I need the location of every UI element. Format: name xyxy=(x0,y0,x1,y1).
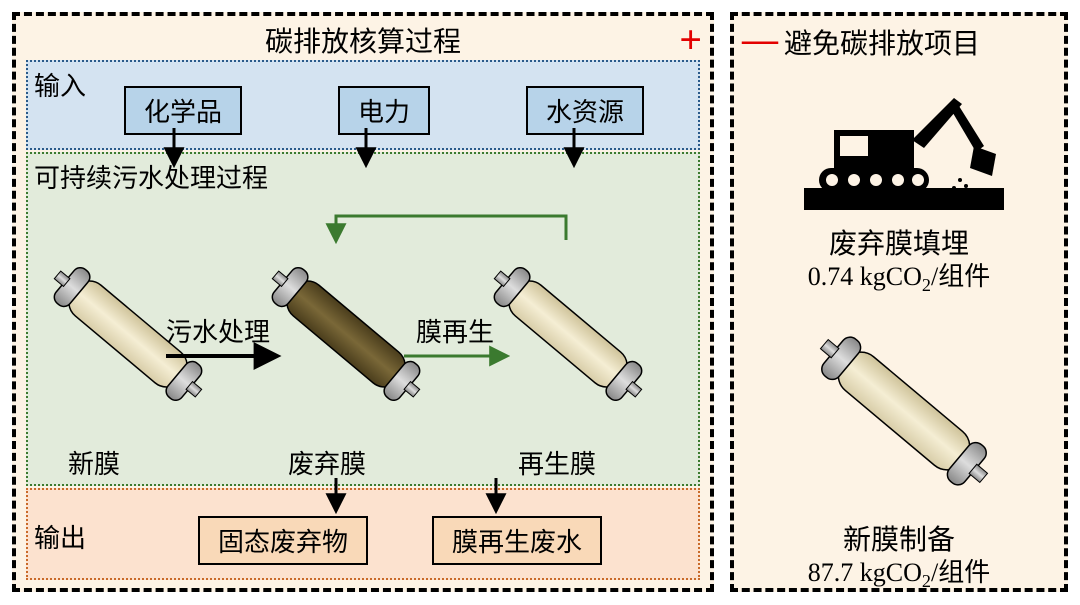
arrows-overlay xyxy=(16,16,710,588)
landfill-icon xyxy=(804,68,1004,218)
right-title: 避免碳排放项目 xyxy=(784,22,980,62)
left-panel: 碳排放核算过程 + 输入 化学品 电力 水资源 可持续污水处理过程 xyxy=(12,12,714,592)
right-panel: — 避免碳排放项目 废弃膜填埋 0.74 kgCO2/组件 xyxy=(730,12,1068,592)
membrane-new-right-icon xyxy=(824,306,984,516)
minus-icon: — xyxy=(742,18,778,60)
item1-value: 0.74 kgCO2/组件 xyxy=(734,256,1064,296)
item2-value: 87.7 kgCO2/组件 xyxy=(734,552,1064,592)
